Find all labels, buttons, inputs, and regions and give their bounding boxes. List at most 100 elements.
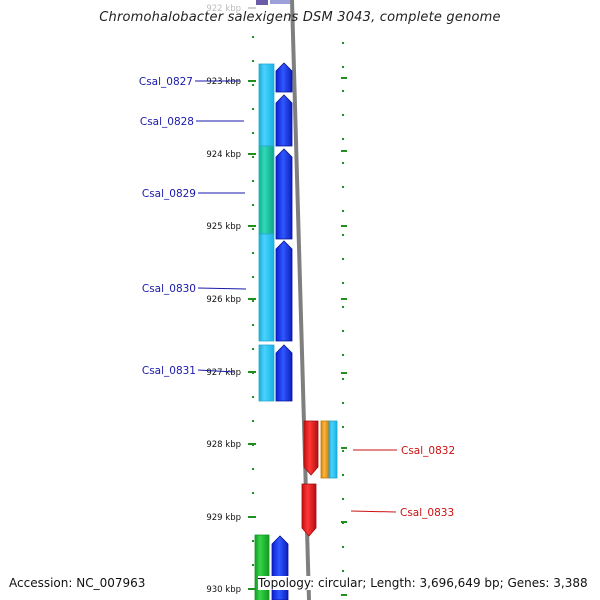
- left-guide-dot: [252, 300, 254, 302]
- kbp-label: 926 kbp: [206, 295, 241, 305]
- right-guide-tick: [341, 372, 347, 374]
- gene-arrow: [275, 344, 293, 402]
- left-guide-dot: [252, 540, 254, 542]
- gene-feature-block: [258, 233, 275, 342]
- left-guide-dot: [252, 564, 254, 566]
- right-guide-dot: [342, 234, 344, 236]
- right-guide-dot: [342, 138, 344, 140]
- left-guide-dot: [252, 468, 254, 470]
- gene-label: Csal_0832: [401, 445, 455, 457]
- kbp-label: 922 kbp: [206, 4, 241, 14]
- left-guide-dot: [252, 276, 254, 278]
- kbp-tick: [248, 7, 256, 9]
- gene-arrow: [271, 535, 289, 600]
- gene-arrow: [275, 240, 293, 342]
- kbp-label: 928 kbp: [206, 440, 241, 450]
- gene-feature-block: [254, 534, 270, 600]
- right-guide-dot: [342, 354, 344, 356]
- gene-feature-block: [328, 420, 338, 479]
- gene-arrow: [275, 148, 293, 240]
- right-guide-dot: [342, 474, 344, 476]
- right-guide-dot: [342, 570, 344, 572]
- gene-label: Csal_0827: [139, 76, 193, 88]
- right-guide-dot: [342, 546, 344, 548]
- right-guide-dot: [342, 402, 344, 404]
- gene-feature-block: [258, 344, 275, 402]
- right-guide-dot: [342, 42, 344, 44]
- kbp-label: 925 kbp: [206, 222, 241, 232]
- left-guide-dot: [252, 492, 254, 494]
- right-guide-tick: [341, 150, 347, 152]
- gene-arrow: [270, 0, 290, 4]
- gene-label: Csal_0831: [142, 365, 196, 377]
- left-guide-dot: [252, 252, 254, 254]
- kbp-tick: [248, 588, 256, 590]
- right-guide-dot: [342, 90, 344, 92]
- right-guide-dot: [342, 306, 344, 308]
- left-guide-dot: [252, 204, 254, 206]
- right-guide-dot: [342, 258, 344, 260]
- kbp-label: 929 kbp: [206, 513, 241, 523]
- gene-label: Csal_0828: [140, 116, 194, 128]
- gene-feature-block: [256, 0, 268, 5]
- kbp-tick: [248, 298, 256, 300]
- map-title: Chromohalobacter salexigens DSM 3043, co…: [99, 10, 501, 25]
- kbp-tick: [248, 225, 256, 227]
- left-guide-dot: [252, 156, 254, 158]
- gene-arrow: [301, 483, 317, 537]
- right-guide-dot: [342, 426, 344, 428]
- right-guide-tick: [341, 447, 347, 449]
- right-guide-tick: [341, 521, 347, 523]
- kbp-label: 924 kbp: [206, 150, 241, 160]
- gene-label: Csal_0833: [400, 507, 454, 519]
- gene-label: Csal_0830: [142, 283, 196, 295]
- left-guide-dot: [252, 132, 254, 134]
- gene-feature-block: [320, 420, 330, 479]
- gene-feature-block: [258, 145, 275, 235]
- kbp-tick: [248, 153, 256, 155]
- right-guide-tick: [341, 594, 347, 596]
- right-guide-dot: [342, 282, 344, 284]
- right-guide-dot: [342, 330, 344, 332]
- kbp-tick: [248, 80, 256, 82]
- right-guide-tick: [341, 225, 347, 227]
- left-guide-dot: [252, 108, 254, 110]
- left-guide-dot: [252, 180, 254, 182]
- accession-text: Accession: NC_007963: [9, 576, 146, 590]
- gene-arrow: [275, 94, 293, 147]
- gene-leader-line: [197, 369, 235, 373]
- kbp-label: 930 kbp: [206, 585, 241, 595]
- left-guide-dot: [252, 36, 254, 38]
- right-guide-dot: [342, 378, 344, 380]
- gene-label: Csal_0829: [142, 188, 196, 200]
- right-guide-dot: [342, 114, 344, 116]
- gene-leader-line: [197, 287, 247, 290]
- left-guide-dot: [252, 396, 254, 398]
- gene-leader-line: [350, 510, 397, 513]
- kbp-tick: [248, 443, 256, 445]
- left-guide-dot: [252, 420, 254, 422]
- gene-arrow: [275, 62, 293, 93]
- right-guide-dot: [342, 450, 344, 452]
- left-guide-dot: [252, 84, 254, 86]
- kbp-tick: [248, 371, 256, 373]
- right-guide-dot: [342, 210, 344, 212]
- right-guide-tick: [341, 298, 347, 300]
- right-guide-dot: [342, 498, 344, 500]
- right-guide-tick: [341, 77, 347, 79]
- left-guide-dot: [252, 228, 254, 230]
- right-guide-dot: [342, 162, 344, 164]
- left-guide-dot: [252, 348, 254, 350]
- left-guide-dot: [252, 60, 254, 62]
- genome-stats-text: Topology: circular; Length: 3,696,649 bp…: [258, 576, 588, 590]
- kbp-tick: [248, 516, 256, 518]
- right-guide-dot: [342, 66, 344, 68]
- left-guide-dot: [252, 324, 254, 326]
- kbp-label: 923 kbp: [206, 77, 241, 87]
- gene-feature-block: [258, 63, 275, 147]
- gene-arrow: [303, 420, 319, 476]
- kbp-label: 927 kbp: [206, 368, 241, 378]
- right-guide-dot: [342, 186, 344, 188]
